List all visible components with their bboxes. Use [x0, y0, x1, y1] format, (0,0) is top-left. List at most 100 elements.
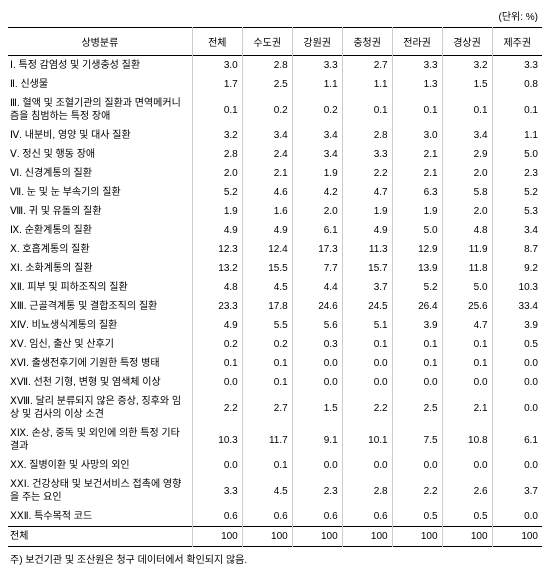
- col-header: 상병분류: [8, 28, 192, 56]
- cell-value: 10.1: [342, 424, 392, 456]
- table-row: ⅩⅣ. 비뇨생식계통의 질환4.95.55.65.13.94.73.9: [8, 316, 542, 335]
- row-label: Ⅲ. 혈액 및 조혈기관의 질환과 면역메커니즘을 침범하는 특정 장애: [8, 94, 192, 126]
- disease-classification-table: 상병분류 전체 수도권 강원권 충청권 전라권 경상권 제주권 Ⅰ. 특정 감염…: [8, 27, 542, 547]
- cell-value: 4.9: [242, 221, 292, 240]
- cell-value: 0.1: [392, 354, 442, 373]
- cell-value: 2.6: [442, 475, 492, 507]
- cell-value: 0.0: [192, 373, 242, 392]
- cell-value: 5.6: [292, 316, 342, 335]
- cell-value: 0.2: [192, 335, 242, 354]
- unit-label: (단위: %): [8, 8, 542, 23]
- cell-value: 2.1: [392, 164, 442, 183]
- cell-value: 2.1: [442, 392, 492, 424]
- row-label: Ⅰ. 특정 감염성 및 기생충성 질환: [8, 56, 192, 76]
- table-row: ⅩⅠ. 소화계통의 질환13.215.57.715.713.911.89.2: [8, 259, 542, 278]
- total-row: 전체100100100100100100100: [8, 527, 542, 547]
- total-value: 100: [492, 527, 542, 547]
- row-label: Ⅷ. 귀 및 유돌의 질환: [8, 202, 192, 221]
- cell-value: 2.3: [492, 164, 542, 183]
- cell-value: 2.8: [192, 145, 242, 164]
- cell-value: 4.4: [292, 278, 342, 297]
- cell-value: 11.3: [342, 240, 392, 259]
- row-label: Ⅹ. 호흡계통의 질환: [8, 240, 192, 259]
- cell-value: 1.9: [342, 202, 392, 221]
- cell-value: 11.8: [442, 259, 492, 278]
- cell-value: 12.4: [242, 240, 292, 259]
- cell-value: 4.2: [292, 183, 342, 202]
- cell-value: 1.5: [442, 75, 492, 94]
- cell-value: 3.0: [192, 56, 242, 76]
- cell-value: 17.8: [242, 297, 292, 316]
- cell-value: 24.6: [292, 297, 342, 316]
- row-label: Ⅱ. 신생물: [8, 75, 192, 94]
- table-row: ⅩⅩⅠ. 건강상태 및 보건서비스 접촉에 영향을 주는 요인3.34.52.3…: [8, 475, 542, 507]
- cell-value: 3.2: [192, 126, 242, 145]
- cell-value: 4.9: [342, 221, 392, 240]
- table-row: ⅩⅧ. 달리 분류되지 않은 증상, 징후와 임상 및 검사의 이상 소견2.2…: [8, 392, 542, 424]
- cell-value: 3.7: [492, 475, 542, 507]
- cell-value: 4.9: [192, 221, 242, 240]
- cell-value: 2.5: [242, 75, 292, 94]
- row-label: ⅩⅩⅠ. 건강상태 및 보건서비스 접촉에 영향을 주는 요인: [8, 475, 192, 507]
- cell-value: 5.8: [442, 183, 492, 202]
- cell-value: 10.3: [492, 278, 542, 297]
- total-value: 100: [292, 527, 342, 547]
- cell-value: 0.0: [192, 456, 242, 475]
- cell-value: 2.2: [342, 392, 392, 424]
- col-header: 제주권: [492, 28, 542, 56]
- cell-value: 2.7: [242, 392, 292, 424]
- total-value: 100: [242, 527, 292, 547]
- cell-value: 24.5: [342, 297, 392, 316]
- cell-value: 0.1: [392, 335, 442, 354]
- row-label: ⅩⅨ. 손상, 중독 및 외인에 의한 특정 기타 결과: [8, 424, 192, 456]
- col-header: 충청권: [342, 28, 392, 56]
- cell-value: 1.1: [342, 75, 392, 94]
- row-label: Ⅵ. 신경계통의 질환: [8, 164, 192, 183]
- cell-value: 15.7: [342, 259, 392, 278]
- cell-value: 0.1: [192, 354, 242, 373]
- cell-value: 2.0: [192, 164, 242, 183]
- cell-value: 2.0: [442, 202, 492, 221]
- row-label: ⅩⅠ. 소화계통의 질환: [8, 259, 192, 278]
- row-label: Ⅴ. 정신 및 행동 장애: [8, 145, 192, 164]
- cell-value: 5.2: [192, 183, 242, 202]
- cell-value: 0.1: [392, 94, 442, 126]
- col-header: 강원권: [292, 28, 342, 56]
- table-row: ⅩⅩⅡ. 특수목적 코드0.60.60.60.60.50.50.0: [8, 507, 542, 527]
- total-value: 100: [442, 527, 492, 547]
- cell-value: 0.0: [342, 373, 392, 392]
- cell-value: 3.3: [292, 56, 342, 76]
- row-label: ⅩⅡ. 피부 및 피하조직의 질환: [8, 278, 192, 297]
- table-row: Ⅲ. 혈액 및 조혈기관의 질환과 면역메커니즘을 침범하는 특정 장애0.10…: [8, 94, 542, 126]
- cell-value: 11.7: [242, 424, 292, 456]
- table-row: Ⅰ. 특정 감염성 및 기생충성 질환3.02.83.32.73.33.23.3: [8, 56, 542, 76]
- cell-value: 1.3: [392, 75, 442, 94]
- cell-value: 0.3: [292, 335, 342, 354]
- cell-value: 0.1: [492, 94, 542, 126]
- cell-value: 2.8: [242, 56, 292, 76]
- table-row: Ⅴ. 정신 및 행동 장애2.82.43.43.32.12.95.0: [8, 145, 542, 164]
- row-label: ⅩⅣ. 비뇨생식계통의 질환: [8, 316, 192, 335]
- cell-value: 0.1: [342, 335, 392, 354]
- cell-value: 9.1: [292, 424, 342, 456]
- cell-value: 0.0: [492, 456, 542, 475]
- cell-value: 5.5: [242, 316, 292, 335]
- cell-value: 1.9: [192, 202, 242, 221]
- table-row: Ⅱ. 신생물1.72.51.11.11.31.50.8: [8, 75, 542, 94]
- cell-value: 0.1: [242, 456, 292, 475]
- cell-value: 26.4: [392, 297, 442, 316]
- cell-value: 0.1: [192, 94, 242, 126]
- cell-value: 2.0: [442, 164, 492, 183]
- cell-value: 7.5: [392, 424, 442, 456]
- cell-value: 0.6: [192, 507, 242, 527]
- cell-value: 8.7: [492, 240, 542, 259]
- table-row: Ⅹ. 호흡계통의 질환12.312.417.311.312.911.98.7: [8, 240, 542, 259]
- cell-value: 3.4: [292, 126, 342, 145]
- cell-value: 4.8: [442, 221, 492, 240]
- row-label: Ⅸ. 순환계통의 질환: [8, 221, 192, 240]
- cell-value: 1.9: [292, 164, 342, 183]
- cell-value: 3.4: [492, 221, 542, 240]
- cell-value: 0.0: [492, 354, 542, 373]
- cell-value: 6.1: [492, 424, 542, 456]
- cell-value: 0.6: [242, 507, 292, 527]
